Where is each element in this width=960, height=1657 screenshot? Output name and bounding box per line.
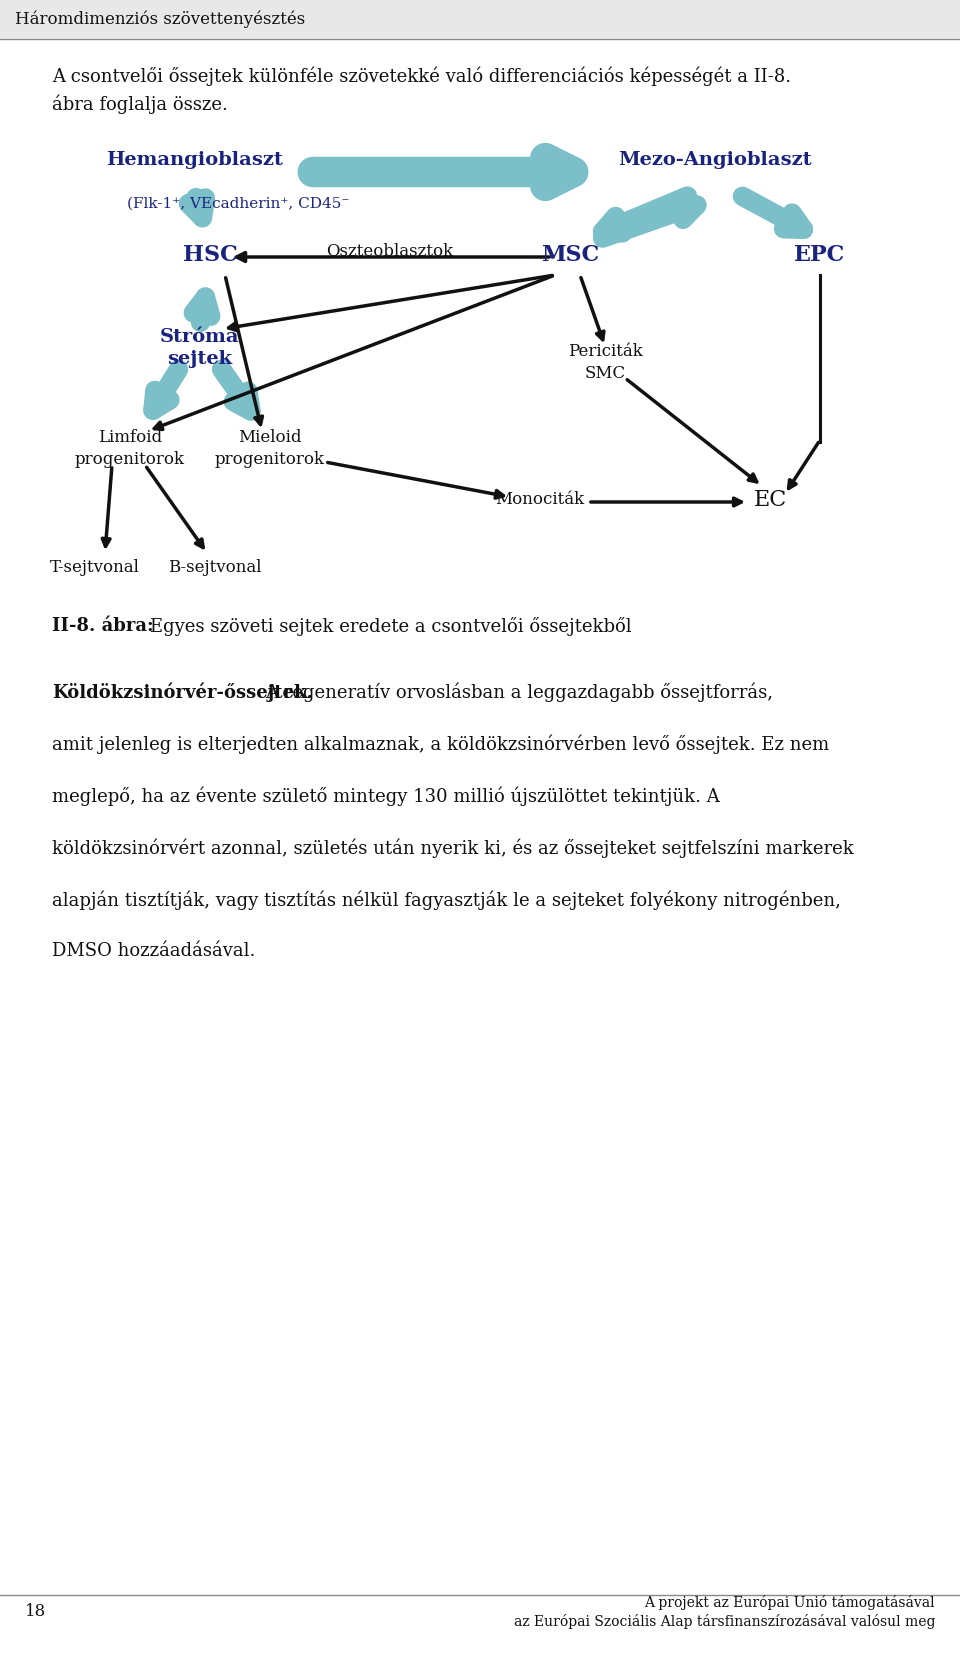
Text: EPC: EPC [794,244,846,267]
Text: meglepő, ha az évente születő mintegy 130 millió újszülöttet tekintjük. A: meglepő, ha az évente születő mintegy 13… [52,785,720,805]
Text: Háromdimenziós szövettenyésztés: Háromdimenziós szövettenyésztés [15,10,305,28]
Text: A regeneratív orvoslásban a leggazdagabb őssejtforrás,: A regeneratív orvoslásban a leggazdagabb… [265,683,773,701]
Text: B-sejtvonal: B-sejtvonal [168,558,262,575]
Text: MSC: MSC [540,244,599,267]
Text: DMSO hozzáadásával.: DMSO hozzáadásával. [52,941,255,959]
Text: Mezo-Angioblaszt: Mezo-Angioblaszt [618,151,812,169]
Bar [0,0,960,36]
Text: Mieloid: Mieloid [238,429,301,446]
Text: EC: EC [754,489,786,510]
Text: Stróma: Stróma [160,328,240,346]
Text: ábra foglalja össze.: ábra foglalja össze. [52,94,228,114]
Text: progenitorok: progenitorok [75,451,185,467]
Text: Limfoid: Limfoid [98,429,162,446]
Text: Hemangioblaszt: Hemangioblaszt [107,151,283,169]
Text: A projekt az Európai Unió támogatásával
az Európai Szociális Alap társfinanszíro: A projekt az Európai Unió támogatásával … [514,1594,935,1629]
Text: Köldökzsinórvér-őssejtek.: Köldökzsinórvér-őssejtek. [52,683,313,701]
Text: köldökzsinórvért azonnal, születés után nyerik ki, és az őssejteket sejtfelszíni: köldökzsinórvért azonnal, születés után … [52,838,853,858]
Text: HSC: HSC [182,244,237,267]
Text: Periciták: Periciták [567,343,642,361]
Text: progenitorok: progenitorok [215,451,325,467]
Text: Oszteoblasztok: Oszteoblasztok [326,242,453,260]
Text: Monociták: Monociták [495,492,585,509]
Text: amit jelenleg is elterjedten alkalmaznak, a köldökzsinórvérben levő őssejtek. Ez: amit jelenleg is elterjedten alkalmaznak… [52,734,829,754]
Text: sejtek: sejtek [167,350,232,368]
Text: T-sejtvonal: T-sejtvonal [50,558,140,575]
Text: alapján tisztítják, vagy tisztítás nélkül fagyasztják le a sejteket folyékony ni: alapján tisztítják, vagy tisztítás nélkü… [52,890,841,910]
Text: (Flk-1⁺, VEcadherin⁺, CD45⁻: (Flk-1⁺, VEcadherin⁺, CD45⁻ [127,197,349,210]
Text: Egyes szöveti sejtek eredete a csontvelői őssejtekből: Egyes szöveti sejtek eredete a csontvelő… [150,616,632,636]
Text: 18: 18 [25,1604,46,1621]
Text: SMC: SMC [585,366,626,383]
Text: A csontvelői őssejtek különféle szövetekké való differenciációs képességét a II-: A csontvelői őssejtek különféle szövetek… [52,66,791,86]
Text: II-8. ábra:: II-8. ábra: [52,616,160,635]
